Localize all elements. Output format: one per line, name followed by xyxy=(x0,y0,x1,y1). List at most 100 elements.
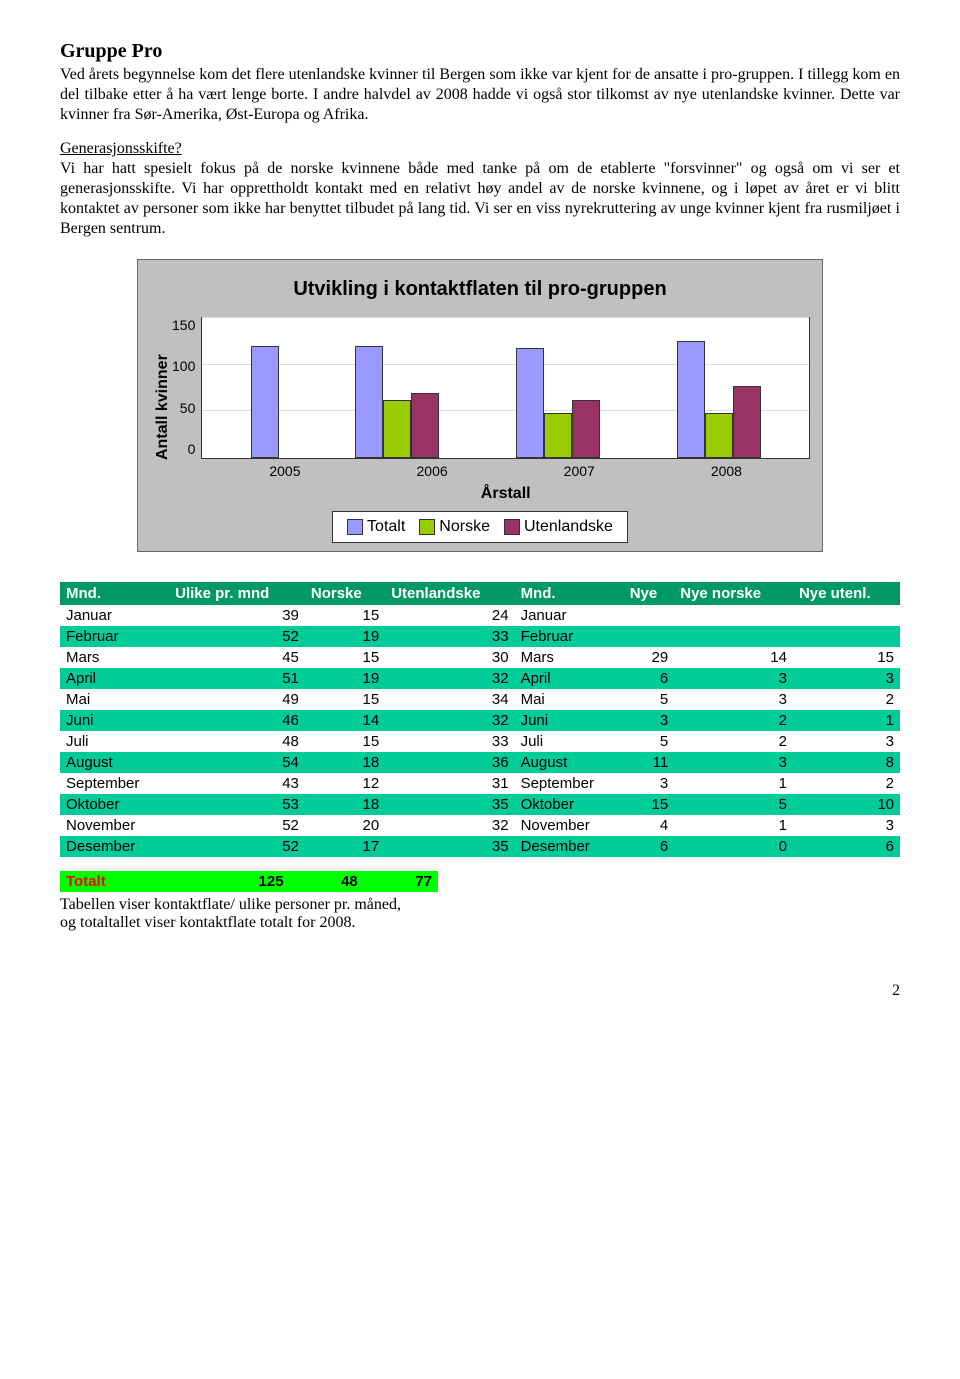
cell-norske: 15 xyxy=(305,647,385,668)
th-nyn: Nye norske xyxy=(674,582,793,605)
cell-nye: 3 xyxy=(624,710,675,731)
cell-nyu: 10 xyxy=(793,794,900,815)
cell-nyu xyxy=(793,626,900,647)
cell-nyu: 8 xyxy=(793,752,900,773)
cell-nyn: 2 xyxy=(674,731,793,752)
cell-utenl: 33 xyxy=(385,626,514,647)
table-header-row: Mnd. Ulike pr. mnd Norske Utenlandske Mn… xyxy=(60,582,900,605)
cell-mnd2: August xyxy=(515,752,624,773)
table-row: April511932April633 xyxy=(60,668,900,689)
cell-ulike: 49 xyxy=(169,689,305,710)
cell-utenl: 32 xyxy=(385,668,514,689)
xtick: 2008 xyxy=(711,463,742,479)
table-row: August541836August1138 xyxy=(60,752,900,773)
page-title: Gruppe Pro xyxy=(60,40,900,63)
cell-nye: 11 xyxy=(624,752,675,773)
cell-ulike: 52 xyxy=(169,626,305,647)
bar xyxy=(677,341,705,458)
cell-nyn: 2 xyxy=(674,710,793,731)
table-row: Mars451530Mars291415 xyxy=(60,647,900,668)
chart-legend: TotaltNorskeUtenlandske xyxy=(332,511,628,543)
table-row: Desember521735Desember606 xyxy=(60,836,900,857)
cell-utenl: 34 xyxy=(385,689,514,710)
cell-mnd2: April xyxy=(515,668,624,689)
xtick: 2006 xyxy=(417,463,448,479)
totals-ulike: 125 xyxy=(194,871,290,892)
cell-mnd2: Desember xyxy=(515,836,624,857)
data-table: Mnd. Ulike pr. mnd Norske Utenlandske Mn… xyxy=(60,582,900,857)
cell-utenl: 30 xyxy=(385,647,514,668)
cell-mnd: Juli xyxy=(60,731,169,752)
cell-ulike: 52 xyxy=(169,836,305,857)
th-mnd: Mnd. xyxy=(60,582,169,605)
cell-utenl: 33 xyxy=(385,731,514,752)
cell-mnd: Mai xyxy=(60,689,169,710)
cell-mnd: Mars xyxy=(60,647,169,668)
bar xyxy=(544,413,572,458)
chart-title: Utvikling i kontaktflaten til pro-gruppe… xyxy=(150,278,810,301)
cell-nyu: 6 xyxy=(793,836,900,857)
ytick: 150 xyxy=(172,317,195,333)
cell-mnd: September xyxy=(60,773,169,794)
cell-mnd: Januar xyxy=(60,605,169,626)
cell-norske: 14 xyxy=(305,710,385,731)
cell-nyn xyxy=(674,605,793,626)
cell-mnd: Oktober xyxy=(60,794,169,815)
chart-yticks: 150 100 50 0 xyxy=(172,317,201,457)
cell-nyu: 2 xyxy=(793,689,900,710)
bar xyxy=(516,348,544,458)
page-number: 2 xyxy=(60,982,900,1000)
chart-ylabel: Antall kvinner xyxy=(150,317,172,497)
cell-ulike: 45 xyxy=(169,647,305,668)
cell-norske: 17 xyxy=(305,836,385,857)
bar-group xyxy=(516,348,600,458)
table-row: Juni461432Juni321 xyxy=(60,710,900,731)
cell-mnd2: Januar xyxy=(515,605,624,626)
legend-item: Totalt xyxy=(347,518,405,536)
cell-mnd: Juni xyxy=(60,710,169,731)
cell-ulike: 53 xyxy=(169,794,305,815)
cell-mnd2: Juli xyxy=(515,731,624,752)
cell-utenl: 32 xyxy=(385,710,514,731)
legend-item: Norske xyxy=(419,518,490,536)
cell-nye xyxy=(624,605,675,626)
bar xyxy=(705,413,733,458)
th-norske: Norske xyxy=(305,582,385,605)
cell-nyu: 15 xyxy=(793,647,900,668)
table-caption: Tabellen viser kontaktflate/ ulike perso… xyxy=(60,896,420,932)
cell-norske: 15 xyxy=(305,689,385,710)
bar-group xyxy=(677,341,761,458)
cell-nyu xyxy=(793,605,900,626)
cell-nyn: 3 xyxy=(674,752,793,773)
cell-nyu: 2 xyxy=(793,773,900,794)
cell-mnd: Desember xyxy=(60,836,169,857)
cell-mnd2: Mai xyxy=(515,689,624,710)
ytick: 0 xyxy=(188,441,196,457)
cell-nyu: 1 xyxy=(793,710,900,731)
table-row: November522032November413 xyxy=(60,815,900,836)
cell-norske: 19 xyxy=(305,668,385,689)
cell-norske: 15 xyxy=(305,731,385,752)
bar-group xyxy=(355,346,439,458)
cell-mnd: August xyxy=(60,752,169,773)
cell-nye: 5 xyxy=(624,689,675,710)
cell-norske: 19 xyxy=(305,626,385,647)
table-row: Mai491534Mai532 xyxy=(60,689,900,710)
ytick: 100 xyxy=(172,358,195,374)
cell-ulike: 46 xyxy=(169,710,305,731)
cell-nyn: 3 xyxy=(674,689,793,710)
cell-nye: 4 xyxy=(624,815,675,836)
xtick: 2007 xyxy=(564,463,595,479)
cell-mnd2: November xyxy=(515,815,624,836)
th-nye: Nye xyxy=(624,582,675,605)
cell-mnd: November xyxy=(60,815,169,836)
ytick: 50 xyxy=(180,400,196,416)
paragraph-1: Ved årets begynnelse kom det flere utenl… xyxy=(60,65,900,125)
xtick: 2005 xyxy=(269,463,300,479)
cell-ulike: 51 xyxy=(169,668,305,689)
cell-nye xyxy=(624,626,675,647)
cell-ulike: 39 xyxy=(169,605,305,626)
cell-nye: 6 xyxy=(624,668,675,689)
th-mnd2: Mnd. xyxy=(515,582,624,605)
legend-swatch xyxy=(347,519,363,535)
